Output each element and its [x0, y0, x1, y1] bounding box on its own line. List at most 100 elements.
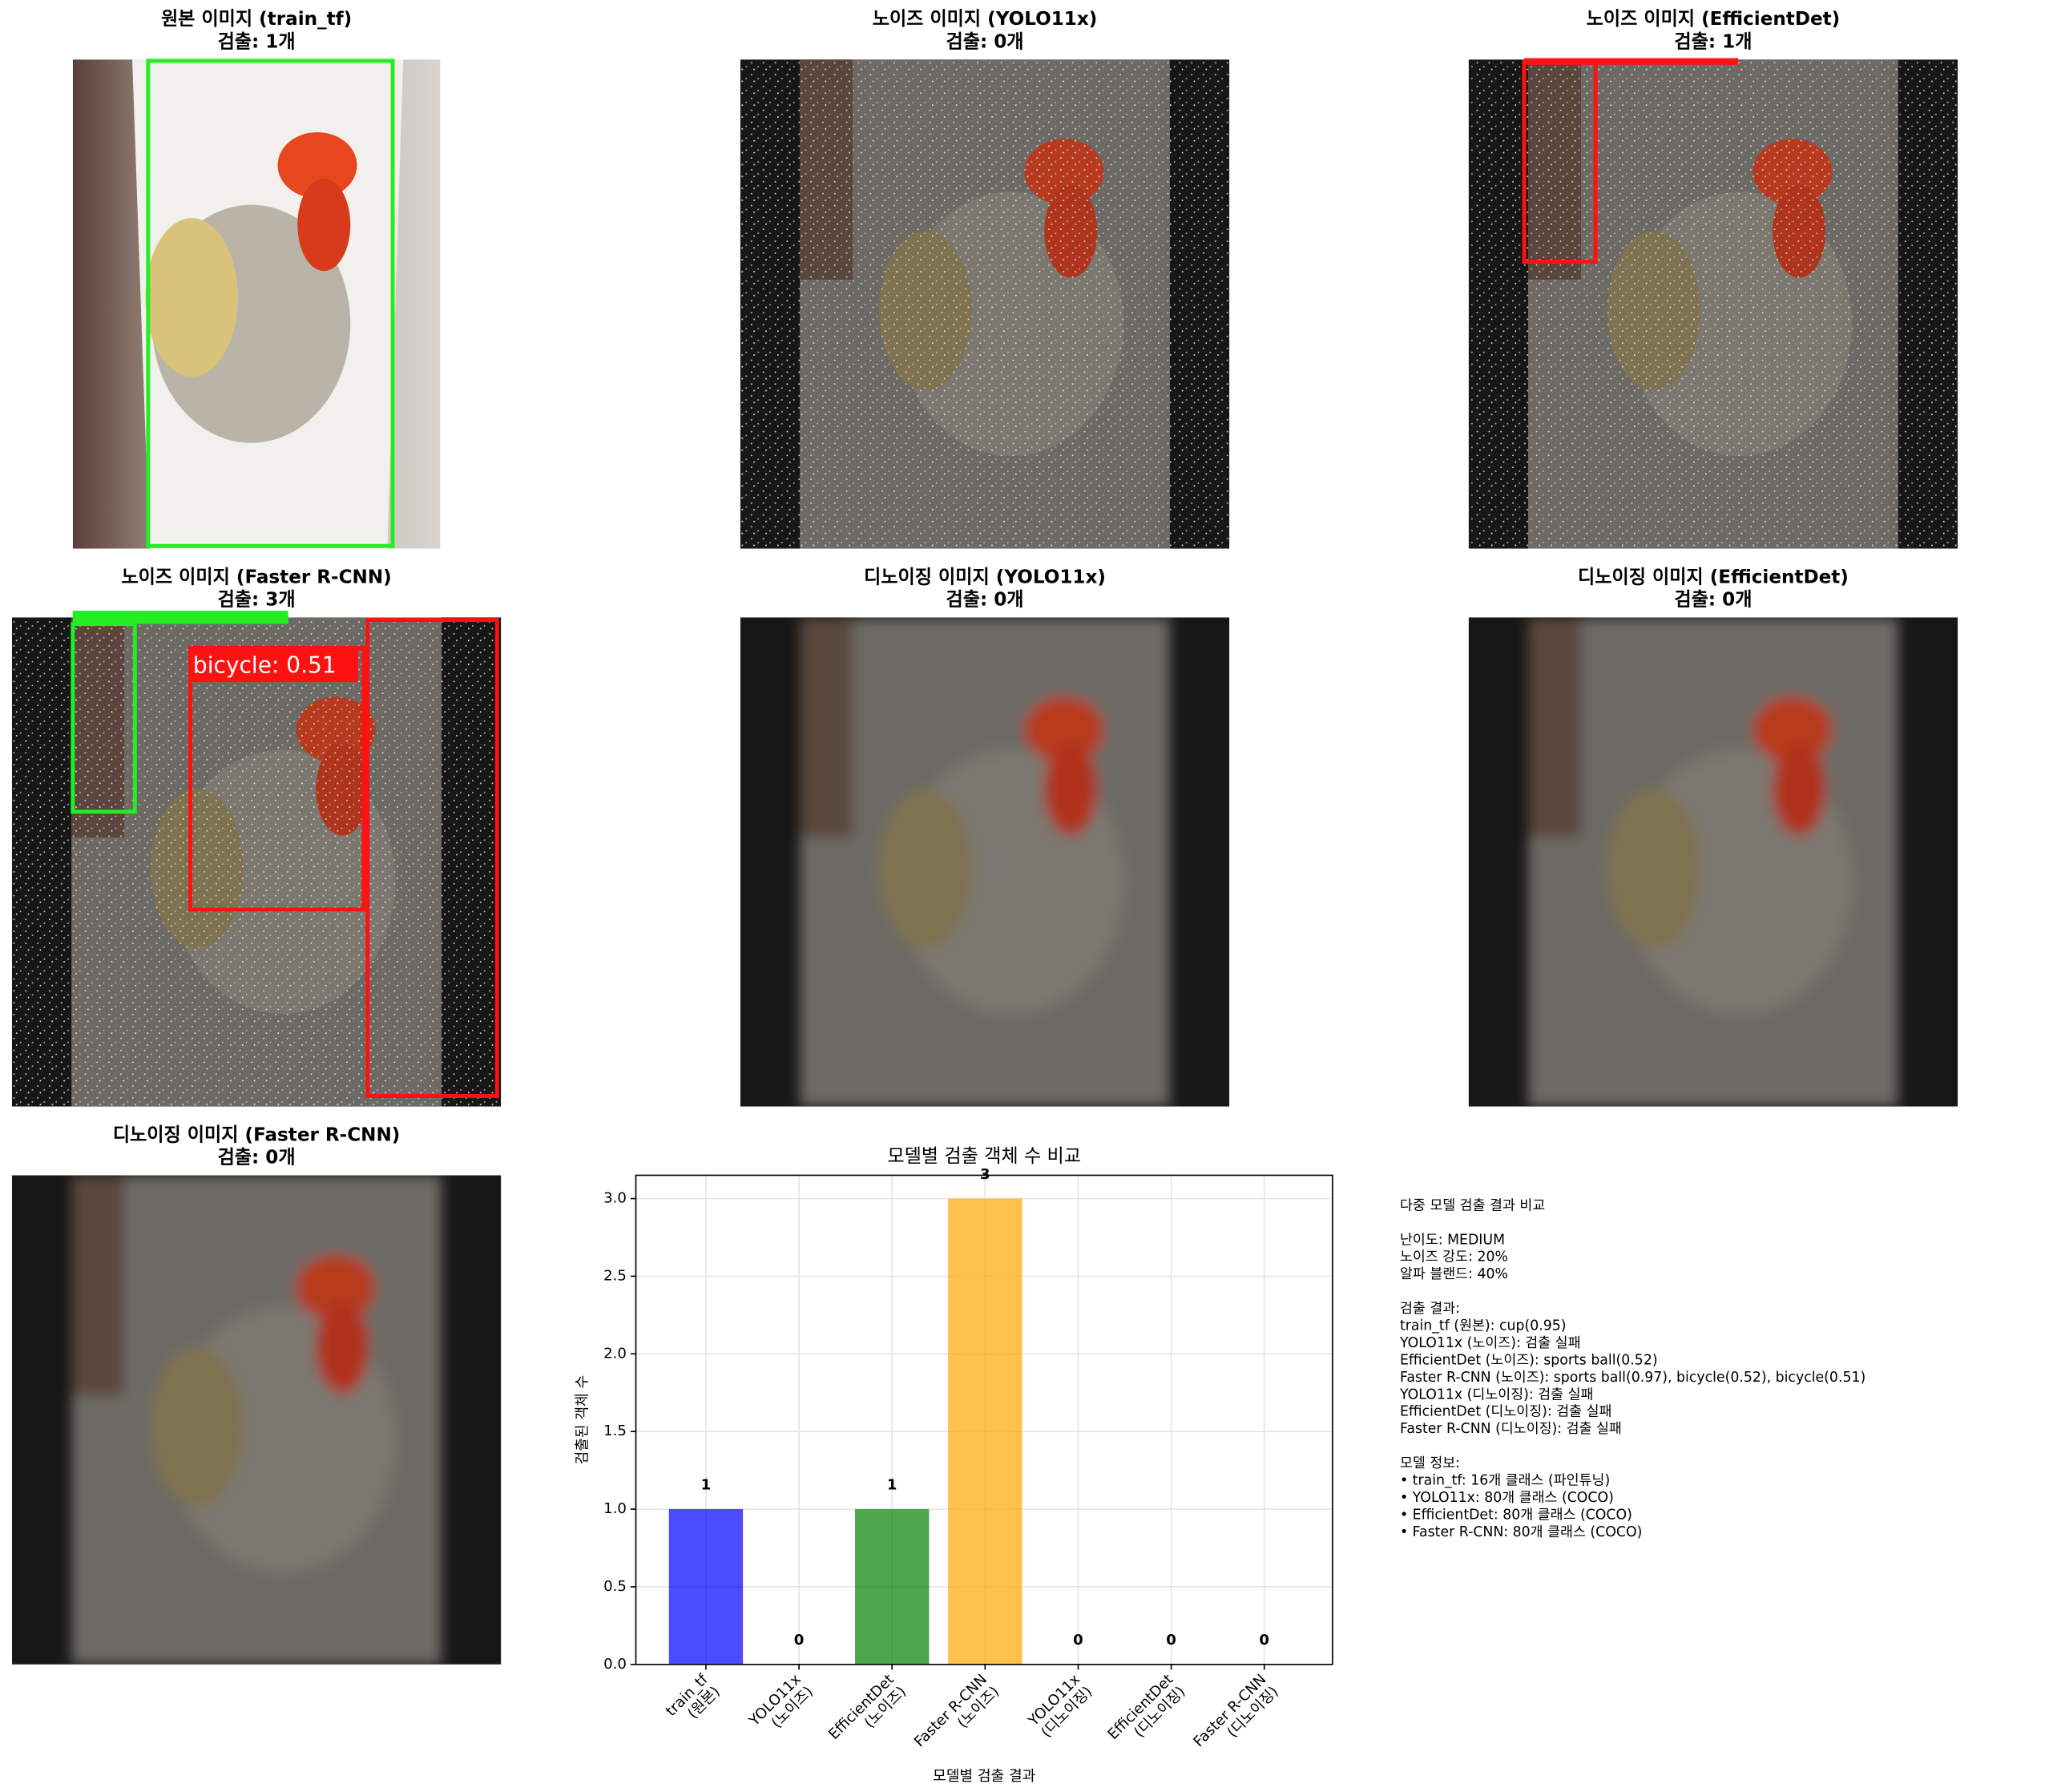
bird-tail — [145, 218, 239, 377]
value-label: 0 — [1259, 1632, 1269, 1649]
bird-tail — [1607, 789, 1700, 948]
noise — [740, 59, 1230, 549]
x-tick-label: train_tf(원본) — [663, 1671, 724, 1732]
image-panel — [72, 59, 441, 549]
value-label: 0 — [1073, 1632, 1083, 1649]
image — [11, 617, 502, 1107]
info-line: EfficientDet (디노이징): 검출 실패 — [1400, 1404, 1611, 1420]
x-tick-label: EfficientDet(노이즈) — [825, 1671, 910, 1755]
y-tick-label: 2.5 — [603, 1267, 627, 1284]
panel-subtitle: 검출: 0개 — [1674, 589, 1752, 610]
face — [297, 178, 351, 272]
y-tick-label: 0.0 — [603, 1656, 627, 1673]
info-line: Faster R-CNN (디노이징): 검출 실패 — [1400, 1421, 1622, 1437]
panel-subtitle: 검출: 1개 — [218, 31, 296, 52]
info-line: 노이즈 강도: 20% — [1400, 1249, 1508, 1265]
face — [1773, 743, 1826, 836]
panel-subtitle: 검출: 3개 — [218, 589, 296, 610]
y-tick-label: 1.0 — [603, 1500, 627, 1517]
image — [740, 617, 1230, 1107]
panel-title: 디노이징 이미지 (EfficientDet) — [1578, 567, 1849, 587]
info-line: YOLO11x (노이즈): 검출 실패 — [1399, 1335, 1581, 1351]
comb — [277, 131, 357, 199]
info-line: 검출 결과: — [1400, 1301, 1460, 1317]
panel-title: 디노이징 이미지 (Faster R-CNN) — [113, 1124, 401, 1145]
image-panel — [1468, 617, 1958, 1107]
panel-subtitle: 검출: 0개 — [946, 589, 1023, 610]
x-tick-label: Faster R-CNN(노이즈) — [911, 1671, 1002, 1762]
bar — [855, 1509, 930, 1665]
info-line: • Faster R-CNN: 80개 클래스 (COCO) — [1400, 1524, 1642, 1540]
bird-tail — [879, 789, 972, 948]
cup-left — [71, 1175, 125, 1396]
detection-box — [365, 618, 499, 1098]
scene — [800, 617, 1170, 1107]
panel-title: 디노이징 이미지 (YOLO11x) — [864, 567, 1106, 587]
info-line: 알파 블랜드: 40% — [1400, 1266, 1508, 1282]
y-axis-label: 검출된 객체 수 — [575, 1375, 591, 1465]
chart-title: 모델별 검출 객체 수 비교 — [887, 1146, 1081, 1167]
image-panel — [11, 617, 502, 1107]
info-line: train_tf (원본): cup(0.95) — [1400, 1318, 1567, 1334]
comb — [1024, 696, 1104, 763]
x-axis-label: 모델별 검출 결과 — [933, 1768, 1036, 1785]
image — [1468, 617, 1958, 1107]
image-panel — [11, 1175, 502, 1665]
y-tick-label: 3.0 — [603, 1190, 627, 1207]
noise — [1468, 59, 1958, 549]
comb — [296, 1254, 376, 1321]
panel-title: 노이즈 이미지 (Faster R-CNN) — [121, 567, 391, 587]
y-tick-label: 2.0 — [603, 1345, 627, 1362]
scene — [71, 1175, 442, 1665]
x-tick-label: YOLO11x(노이즈) — [745, 1671, 817, 1742]
scene — [1527, 617, 1898, 1107]
value-label: 1 — [887, 1476, 897, 1493]
noise — [11, 617, 502, 1107]
image-panel — [740, 617, 1230, 1107]
bar — [668, 1509, 744, 1665]
value-label: 3 — [980, 1166, 990, 1183]
image-panel — [740, 59, 1230, 549]
box-label: bicycle: 0.51 — [193, 652, 337, 678]
x-tick-label: EfficientDet(디노이징) — [1105, 1671, 1189, 1755]
info-line: • EfficientDet: 80개 클래스 (COCO) — [1400, 1507, 1632, 1523]
bar — [948, 1198, 1022, 1665]
detection-box — [146, 59, 395, 548]
axes-frame — [635, 1174, 1333, 1665]
value-label: 1 — [701, 1476, 712, 1493]
bird-tail — [151, 1346, 244, 1506]
image — [11, 1175, 502, 1665]
info-line: • YOLO11x: 80개 클래스 (COCO) — [1400, 1490, 1614, 1506]
panel-title: 노이즈 이미지 (YOLO11x) — [873, 9, 1098, 30]
panel-subtitle: 검출: 0개 — [218, 1148, 296, 1168]
image — [740, 59, 1230, 549]
detection-box — [188, 645, 366, 912]
label-bg — [1524, 58, 1739, 65]
panel-subtitle: 검출: 0개 — [946, 31, 1023, 52]
info-line: EfficientDet (노이즈): sports ball(0.52) — [1400, 1352, 1658, 1368]
info-line: 모델 정보: — [1400, 1455, 1460, 1471]
image — [1468, 59, 1958, 549]
x-tick-label: YOLO11x(디노이징) — [1025, 1671, 1096, 1742]
y-tick-label: 0.5 — [603, 1578, 627, 1595]
cup-left — [800, 617, 853, 838]
image — [72, 59, 441, 549]
x-tick-label: Faster R-CNN(디노이징) — [1190, 1671, 1281, 1762]
info-line: YOLO11x (디노이징): 검출 실패 — [1399, 1386, 1593, 1403]
info-line: Faster R-CNN (노이즈): sports ball(0.97), b… — [1400, 1370, 1865, 1386]
value-label: 0 — [794, 1632, 805, 1649]
value-label: 0 — [1166, 1632, 1176, 1649]
cup-left — [1527, 617, 1581, 838]
label-bg — [72, 611, 288, 624]
comb — [1753, 696, 1833, 763]
face — [1044, 743, 1098, 836]
label-bg — [190, 648, 359, 683]
info-line: 난이도: MEDIUM — [1400, 1232, 1505, 1248]
panel-subtitle: 검출: 1개 — [1674, 31, 1752, 52]
panel-title: 노이즈 이미지 (EfficientDet) — [1587, 9, 1841, 30]
image-panel — [1468, 59, 1958, 549]
info-line: 다중 모델 검출 결과 비교 — [1400, 1197, 1545, 1213]
y-tick-label: 1.5 — [603, 1423, 627, 1439]
face — [316, 1301, 369, 1394]
